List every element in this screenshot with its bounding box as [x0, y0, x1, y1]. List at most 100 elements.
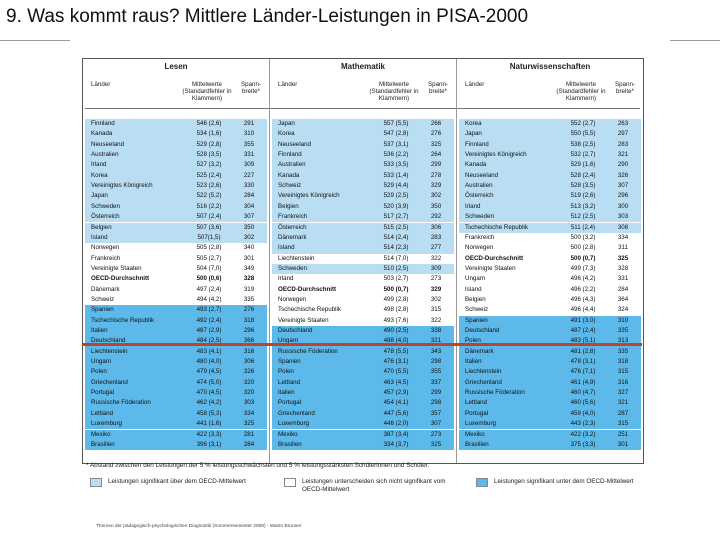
mean-cell: 334 (3,7)	[383, 440, 409, 448]
country-cell: Italien	[465, 358, 482, 366]
table-row: Japan 557 (5,5) 266	[272, 119, 454, 130]
mean-cell: 513 (3,2)	[570, 202, 596, 210]
spread-cell: 306	[243, 358, 255, 366]
header-mean: Mittelwerte (Standardfehler in Klammern)	[556, 81, 606, 102]
table-row: Korea 552 (2,7) 263	[459, 119, 641, 130]
mean-cell: 500 (0,7)	[570, 254, 596, 262]
country-cell: Deutschland	[465, 327, 500, 334]
table-row: Luxemburg 441 (1,6) 325	[85, 419, 267, 430]
table-row: Australien 528 (3,5) 307	[459, 181, 641, 192]
spread-cell: 340	[243, 244, 255, 252]
country-cell: OECD-Durchschnitt	[278, 285, 337, 293]
mean-cell: 474 (5,0)	[196, 378, 222, 386]
mean-cell: 484 (2,5)	[196, 337, 222, 345]
spread-cell: 278	[430, 171, 442, 179]
spread-cell: 357	[430, 409, 442, 417]
table-row: Vereinigte Staaten 499 (7,3) 328	[459, 263, 641, 275]
section-title: Lesen	[164, 62, 188, 71]
table-row: Frankreich 505 (2,7) 301	[85, 253, 267, 264]
country-cell: Kanada	[465, 161, 487, 169]
country-cell: Spanien	[91, 306, 114, 314]
country-cell: Lettland	[465, 399, 488, 407]
mean-cell: 505 (2,7)	[196, 254, 222, 262]
mean-cell: 446 (2,0)	[383, 420, 409, 428]
country-cell: Belgien	[465, 295, 486, 303]
mean-cell: 505 (2,8)	[196, 244, 222, 252]
table-row: Korea 547 (2,8) 276	[272, 129, 454, 140]
spread-cell: 290	[617, 161, 629, 169]
country-cell: Vereinigte Staaten	[91, 264, 142, 272]
country-cell: Brasilien	[465, 440, 489, 448]
spread-cell: 355	[430, 368, 442, 376]
country-cell: Vereinigte Staaten	[465, 264, 516, 272]
spread-cell: 311	[618, 244, 628, 252]
mean-cell: 514 (2,3)	[383, 244, 409, 252]
mean-cell: 460 (5,6)	[570, 399, 596, 407]
country-cell: Schweden	[465, 213, 494, 221]
country-cell: Irland	[91, 161, 107, 169]
country-cell: Italien	[91, 327, 108, 334]
country-cell: Luxemburg	[278, 420, 309, 428]
mean-cell: 536 (2,2)	[383, 151, 409, 159]
spread-cell: 329	[430, 285, 442, 293]
spread-cell: 325	[430, 440, 442, 448]
country-cell: Tschechische Republik	[278, 306, 341, 314]
country-cell: Spanien	[278, 358, 301, 366]
mean-cell: 504 (7,0)	[196, 264, 222, 272]
table-row: Australien 533 (3,5) 299	[272, 160, 454, 171]
spread-cell: 263	[617, 120, 629, 127]
country-cell: Portugal	[278, 399, 302, 407]
mean-cell: 470 (5,5)	[383, 368, 409, 376]
mean-cell: 496 (4,4)	[570, 306, 596, 314]
country-cell: Norwegen	[91, 244, 120, 252]
mean-cell: 512 (2,5)	[570, 213, 596, 221]
table-row: Schweiz 496 (4,4) 324	[459, 305, 641, 316]
table-row: Portugal 459 (4,0) 287	[459, 408, 641, 420]
legend-label: Leistungen signifikant unter dem OECD-Mi…	[494, 478, 634, 485]
mean-cell: 496 (2,2)	[570, 285, 596, 293]
section-lesen: Lesen Länder Mittelwerte (Standardfehler…	[83, 59, 269, 463]
country-cell: Mexiko	[91, 430, 111, 438]
country-cell: Tschechische Republik	[91, 316, 154, 324]
table-row: Portugal 454 (4,1) 298	[272, 398, 454, 409]
table-row: Russische Föderation 478 (5,5) 343	[272, 346, 454, 358]
spread-cell: 300	[617, 202, 629, 210]
mean-cell: 496 (4,3)	[570, 295, 596, 303]
mean-cell: 487 (2,4)	[570, 327, 596, 334]
header-mean: Mittelwerte (Standardfehler in Klammern)	[182, 81, 232, 102]
spread-cell: 328	[617, 264, 629, 272]
spread-cell: 281	[243, 430, 255, 438]
spread-cell: 324	[617, 306, 629, 314]
spread-cell: 316	[617, 378, 629, 386]
country-cell: Griechenland	[91, 378, 128, 386]
spread-cell: 322	[430, 254, 442, 262]
table-row: Mexiko 422 (3,2) 251	[459, 429, 641, 440]
country-cell: Belgien	[91, 223, 112, 231]
spread-cell: 350	[243, 223, 255, 231]
mean-cell: 500 (0,7)	[383, 285, 409, 293]
table-row: Belgien 520 (3,9) 350	[272, 201, 454, 213]
mean-cell: 480 (4,0)	[196, 358, 222, 366]
spread-cell: 364	[617, 295, 629, 303]
spread-cell: 304	[243, 202, 255, 210]
mean-cell: 493 (2,7)	[196, 306, 222, 314]
spread-cell: 316	[243, 347, 255, 355]
spread-cell: 309	[243, 161, 255, 169]
spread-cell: 302	[430, 192, 442, 200]
table-row: Norwegen 499 (2,8) 302	[272, 294, 454, 306]
mean-cell: 459 (4,0)	[570, 409, 596, 417]
table-row: Belgien 507 (3,6) 350	[85, 222, 267, 233]
table-row: Vereinigtes Königreich 529 (2,5) 302	[272, 191, 454, 202]
spread-cell: 310	[243, 130, 255, 138]
country-cell: Schweiz	[278, 182, 302, 190]
table-row: Lettland 458 (5,3) 334	[85, 408, 267, 420]
spread-cell: 283	[617, 140, 629, 148]
spread-cell: 309	[430, 264, 442, 272]
country-cell: Korea	[91, 171, 108, 179]
spread-cell: 320	[243, 378, 255, 386]
spread-cell: 313	[617, 337, 629, 345]
mean-cell: 497 (2,4)	[196, 285, 222, 293]
table-row: Frankreich 500 (3,2) 334	[459, 232, 641, 244]
mean-cell: 519 (2,6)	[570, 192, 596, 200]
table-row: Polen 483 (5,1) 313	[459, 336, 641, 347]
